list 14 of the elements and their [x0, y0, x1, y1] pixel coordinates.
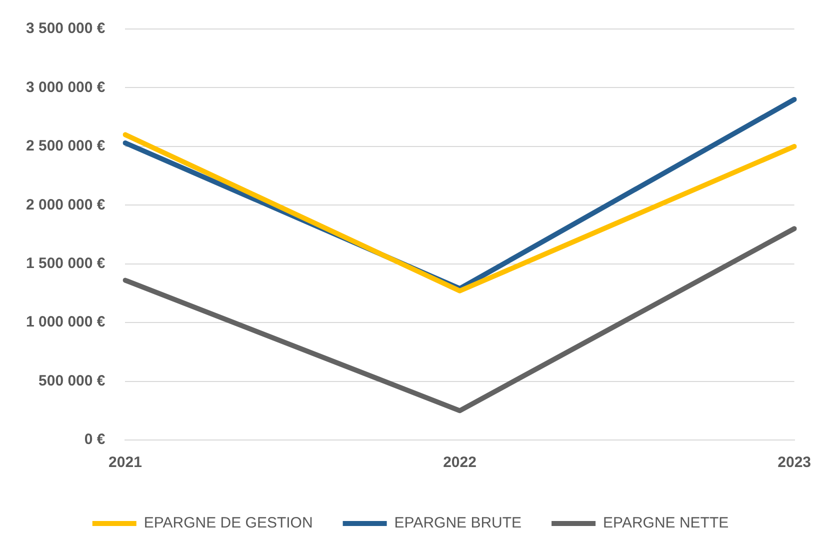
y-tick-label: 3 500 000 €: [26, 20, 106, 38]
y-tick-label: 0 €: [84, 431, 106, 448]
x-tick-label: 2021: [108, 454, 142, 472]
y-tick-label: 2 000 000 €: [26, 196, 106, 214]
legend-label: EPARGNE NETTE: [603, 514, 729, 532]
legend-label: EPARGNE BRUTE: [394, 514, 522, 532]
y-tick-label: 1 000 000 €: [26, 314, 106, 331]
y-tick-label: 3 000 000 €: [26, 78, 106, 96]
x-tick-label: 2022: [443, 454, 476, 472]
y-tick-label: 1 500 000 €: [26, 255, 106, 272]
legend-label: EPARGNE DE GESTION: [144, 514, 313, 532]
x-tick-label: 2023: [778, 454, 812, 472]
y-tick-label: 500 000 €: [38, 372, 106, 390]
y-tick-label: 2 500 000 €: [26, 138, 106, 155]
